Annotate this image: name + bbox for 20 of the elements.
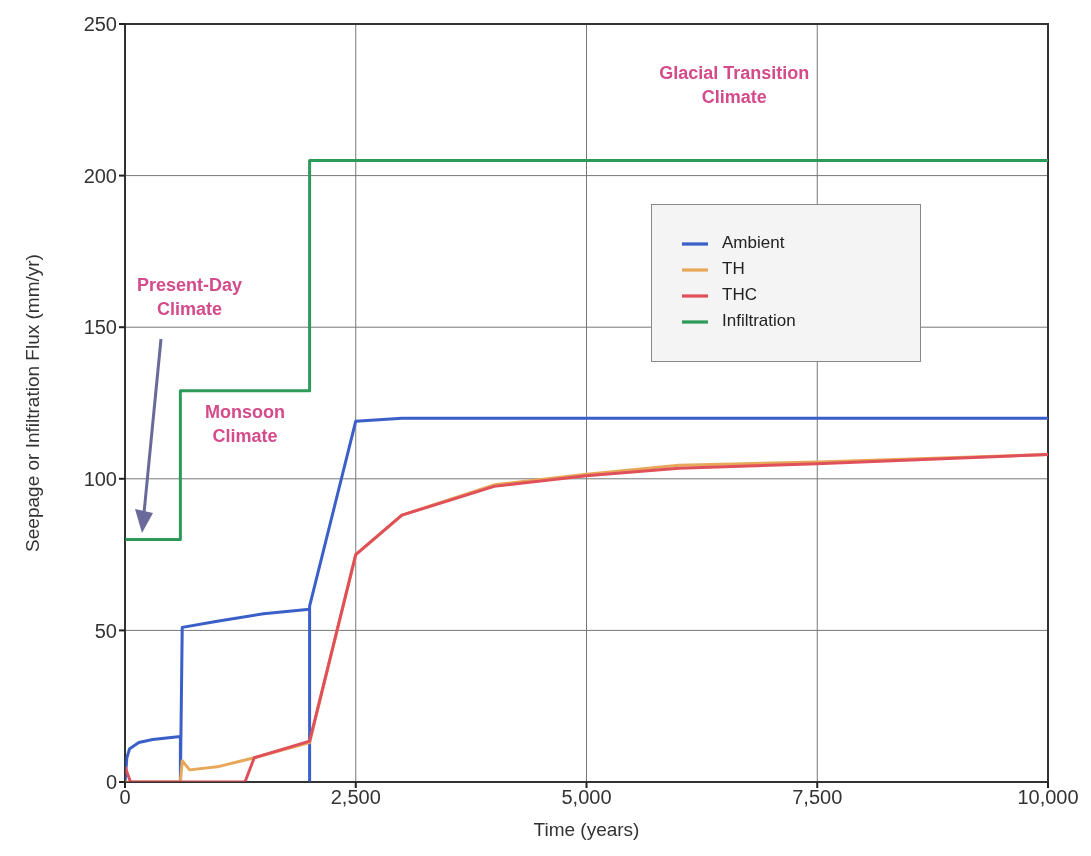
legend-label: Infiltration	[722, 311, 796, 331]
x-tick-label: 5,000	[561, 786, 612, 809]
y-tick-label: 150	[83, 316, 117, 339]
legend-label: THC	[722, 285, 757, 305]
annotation: Glacial Transition Climate	[658, 61, 811, 109]
y-tick-label: 0	[105, 771, 117, 794]
y-tick-label: 50	[94, 619, 117, 642]
legend-label: Ambient	[722, 233, 785, 253]
x-tick-label: 7,500	[792, 786, 843, 809]
y-axis-title: Seepage or Infiltration Flux (mm/yr)	[21, 254, 43, 552]
y-tick-label: 200	[83, 164, 117, 187]
y-tick-label: 100	[83, 467, 117, 490]
annotation: Monsoon Climate	[204, 401, 286, 449]
x-tick-label: 10,000	[1017, 786, 1079, 809]
annotation: Present-Day Climate	[137, 274, 243, 319]
legend-label: TH	[722, 259, 745, 279]
x-axis-title: Time (years)	[533, 819, 640, 840]
y-tick-label: 250	[83, 13, 117, 36]
x-tick-label: 2,500	[330, 786, 381, 809]
x-tick-label: 0	[119, 786, 131, 809]
